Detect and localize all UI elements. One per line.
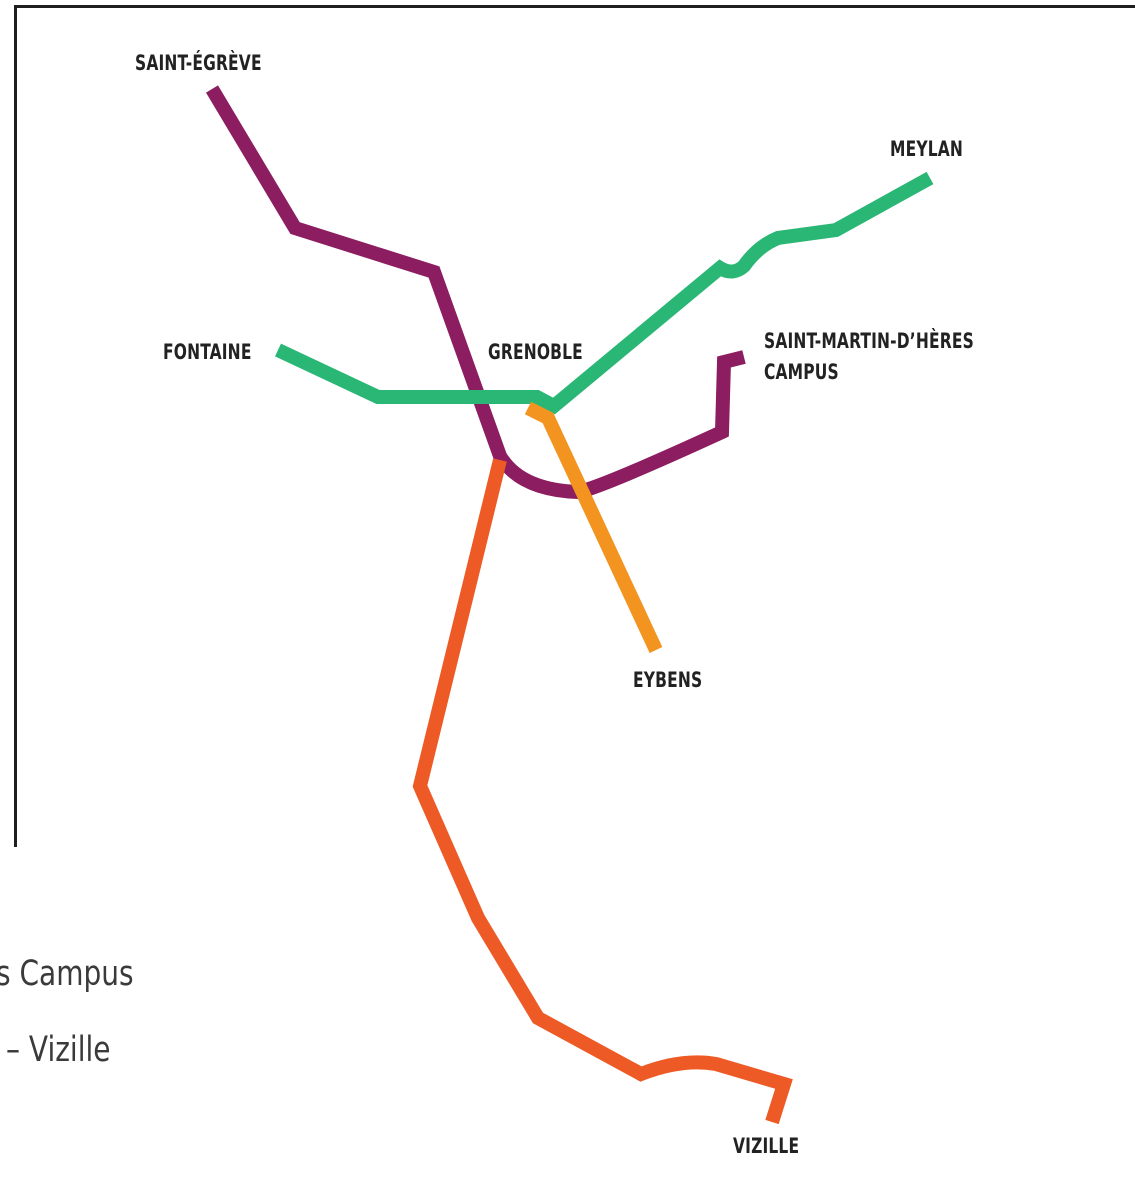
legend-line-2: – Vizille xyxy=(6,1030,111,1070)
label-campus: CAMPUS xyxy=(764,360,839,384)
label-saint-martin-d-heres: SAINT-MARTIN-D’HÈRES xyxy=(764,329,974,353)
label-meylan: MEYLAN xyxy=(890,137,964,161)
frame-top-border xyxy=(14,5,1135,8)
frame-left-border xyxy=(14,5,17,847)
label-grenoble: GRENOBLE xyxy=(488,340,583,364)
route-purple xyxy=(205,85,746,500)
label-eybens: EYBENS xyxy=(633,668,703,692)
route-green xyxy=(275,171,934,415)
route-orange xyxy=(524,401,663,653)
route-red-orange xyxy=(412,458,793,1125)
label-vizille: VIZILLE xyxy=(733,1134,800,1158)
label-fontaine: FONTAINE xyxy=(163,340,252,364)
label-saint-egreve: SAINT-ÉGRÈVE xyxy=(135,51,262,75)
legend-line-1: s Campus xyxy=(0,954,134,994)
